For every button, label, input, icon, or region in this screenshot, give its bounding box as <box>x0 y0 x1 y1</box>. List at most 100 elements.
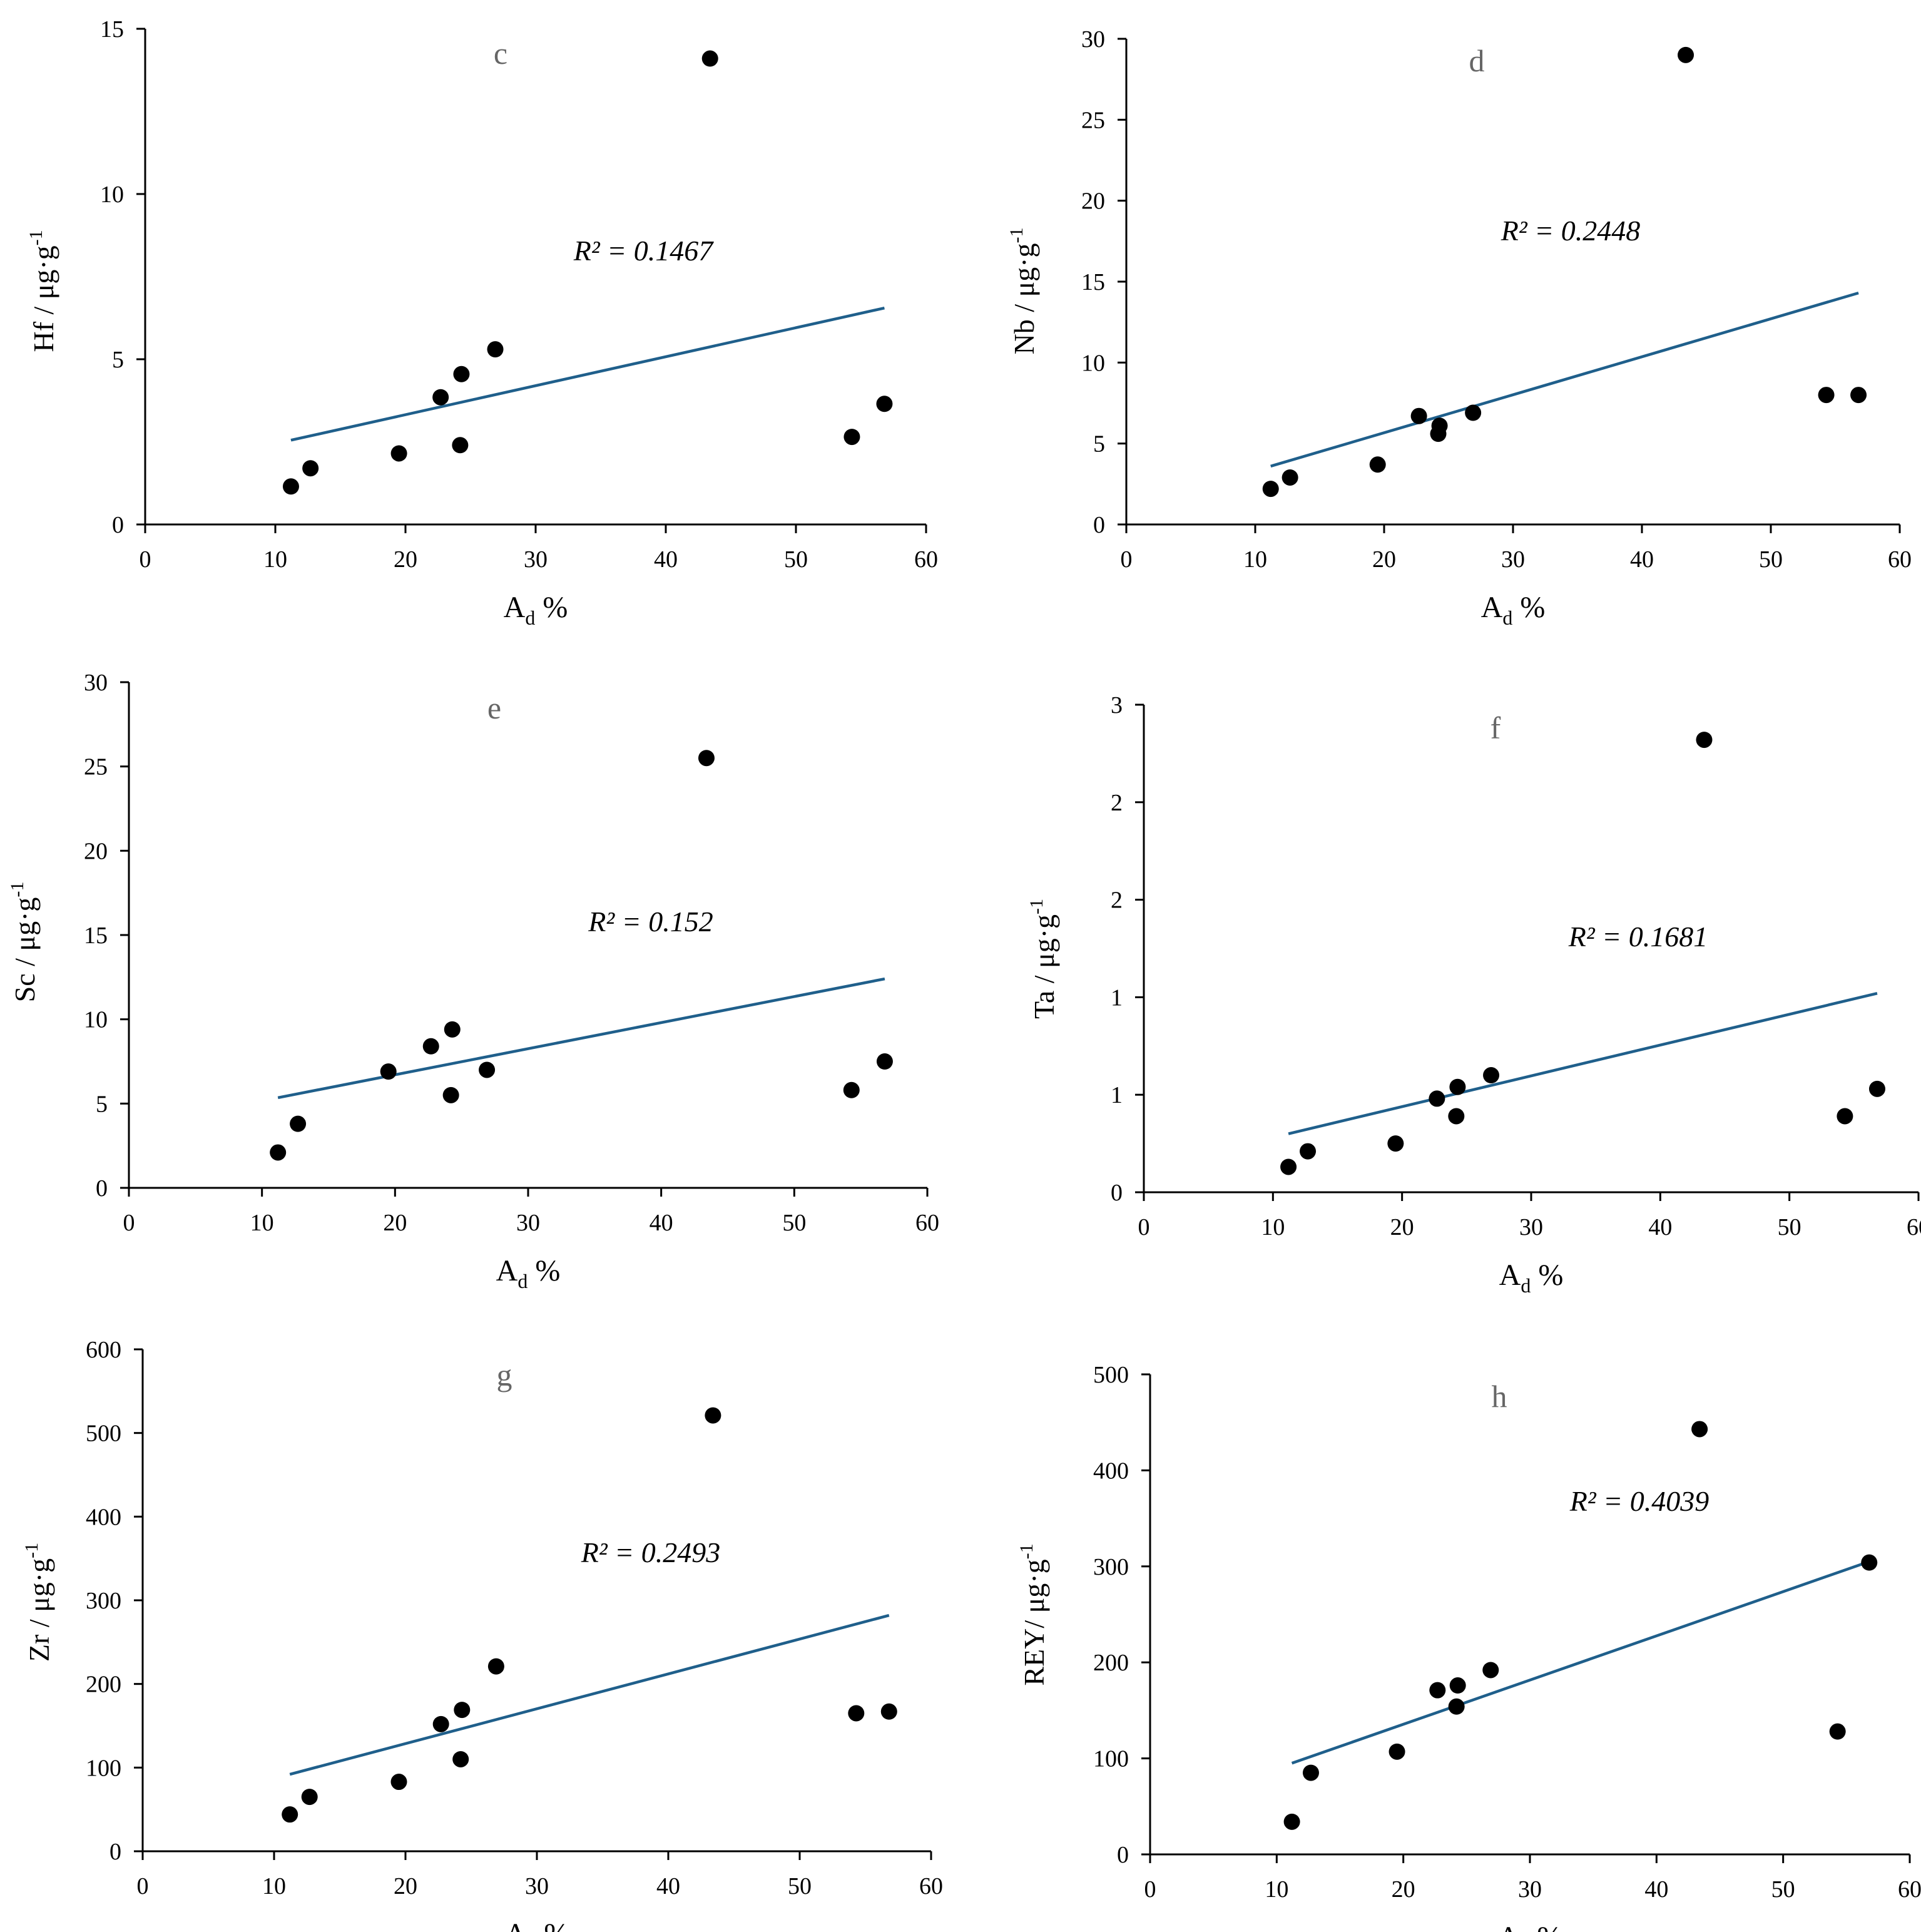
x-axis-label-main: A <box>1498 1921 1520 1932</box>
y-tick-label: 300 <box>86 1588 121 1614</box>
x-axis-label-suffix: % <box>527 1254 560 1287</box>
panel-letter: g <box>497 1357 512 1393</box>
x-tick-label: 60 <box>919 1873 943 1899</box>
data-point <box>1300 1143 1317 1160</box>
y-axis-label-main: Nb / μg·g <box>1008 243 1040 355</box>
y-tick-label: 300 <box>1093 1554 1129 1580</box>
data-point <box>270 1144 287 1161</box>
y-tick-label: 0 <box>1093 512 1105 538</box>
data-point <box>452 1751 469 1767</box>
x-tick-label: 50 <box>788 1873 812 1899</box>
y-tick-label: 3 <box>1111 692 1123 718</box>
y-tick-label: 100 <box>86 1755 121 1781</box>
y-tick-label: 100 <box>1093 1746 1129 1772</box>
y-axis-label-main: Hf / μg·g <box>28 245 59 352</box>
x-tick-label: 50 <box>782 1210 806 1236</box>
x-tick-label: 50 <box>1771 1876 1795 1903</box>
y-tick-label: 0 <box>1117 1842 1129 1868</box>
x-axis-label-suffix: % <box>1531 1259 1563 1292</box>
y-tick-label: 600 <box>86 1337 121 1363</box>
x-tick-label: 0 <box>123 1210 135 1236</box>
x-axis-label: Ad % <box>1481 591 1546 629</box>
x-tick-label: 40 <box>656 1873 680 1899</box>
y-axis-label-superscript: -1 <box>21 1543 42 1558</box>
data-point <box>1429 1682 1446 1699</box>
data-point <box>454 1702 471 1719</box>
x-axis-label-subscript: d <box>525 606 535 629</box>
x-tick-label: 0 <box>140 546 151 573</box>
panel-letter: e <box>487 690 501 725</box>
y-axis-label: Ta / μg·g-1 <box>1026 899 1060 1019</box>
data-point <box>1861 1554 1878 1571</box>
x-tick-label: 10 <box>263 546 287 573</box>
data-point <box>1448 1698 1465 1715</box>
y-tick-label: 30 <box>84 670 108 696</box>
x-tick-label: 60 <box>915 1210 939 1236</box>
y-tick-label: 10 <box>100 181 124 208</box>
y-tick-label: 15 <box>1081 269 1105 295</box>
x-tick-label: 30 <box>516 1210 540 1236</box>
data-point <box>301 1789 318 1806</box>
y-tick-label: 2 <box>1111 887 1123 914</box>
x-tick-label: 0 <box>137 1873 149 1899</box>
panel-letter: d <box>1469 43 1485 78</box>
y-tick-label: 500 <box>1093 1362 1129 1388</box>
data-point <box>444 1021 461 1038</box>
x-tick-label: 40 <box>1630 546 1654 573</box>
data-point <box>487 341 504 358</box>
x-tick-label: 30 <box>1501 546 1525 573</box>
x-tick-label: 20 <box>1372 546 1396 573</box>
data-point <box>1482 1662 1499 1679</box>
data-point <box>432 389 449 406</box>
x-axis-label: Ad % <box>1499 1259 1564 1297</box>
data-point <box>1868 1080 1885 1097</box>
r-squared-label: R² = 0.152 <box>588 906 713 938</box>
r-squared-label: R² = 0.2493 <box>581 1536 720 1568</box>
x-tick-label: 30 <box>524 546 548 573</box>
x-tick-label: 10 <box>1261 1214 1285 1240</box>
data-point <box>701 50 718 67</box>
chart-panel-h: 0 10 20 30 40 50 60 0 100 200 300 400 500 Ad % REY/ μg… <box>1016 1362 1921 1932</box>
y-tick-label: 10 <box>1081 350 1105 376</box>
y-tick-label: 200 <box>1093 1650 1129 1676</box>
r-squared-label: R² = 0.4039 <box>1569 1485 1709 1517</box>
data-point <box>1410 407 1427 424</box>
y-tick-label: 20 <box>1081 188 1105 215</box>
x-tick-label: 50 <box>1759 546 1783 573</box>
data-point <box>880 1703 897 1720</box>
x-axis-label-suffix: % <box>536 1918 569 1932</box>
x-tick-label: 20 <box>394 546 417 573</box>
y-axis-label-superscript: -1 <box>1026 899 1047 914</box>
x-tick-label: 30 <box>1519 1214 1543 1240</box>
y-tick-label: 0 <box>112 512 124 538</box>
x-axis-label-main: A <box>505 1918 527 1932</box>
chart-panel-d: 0 10 20 30 40 50 60 0 5 10 15 20 25 30 Ad % Nb / μg·g-1… <box>1006 26 1912 629</box>
y-axis-label-main: Ta / μg·g <box>1028 914 1060 1019</box>
y-axis-label-superscript: -1 <box>26 230 46 245</box>
x-axis-label-suffix: % <box>535 591 568 624</box>
x-tick-label: 20 <box>1392 1876 1415 1903</box>
y-tick-label: 15 <box>84 923 108 949</box>
r-squared-label: R² = 0.1681 <box>1568 921 1708 953</box>
y-axis-label: Nb / μg·g-1 <box>1006 228 1040 355</box>
x-tick-label: 40 <box>654 546 678 573</box>
data-point <box>1302 1764 1319 1781</box>
x-tick-label: 40 <box>650 1210 673 1236</box>
panel-letter: c <box>494 36 507 71</box>
data-point <box>380 1063 397 1080</box>
data-point <box>479 1061 496 1078</box>
data-point <box>1449 1078 1466 1095</box>
x-axis-label-main: A <box>496 1254 518 1287</box>
data-point <box>1283 1813 1300 1830</box>
x-axis-label: Ad % <box>496 1254 561 1292</box>
chart-panel-g: 01020304050600100200300400500600Ad %Zr /… <box>21 1337 943 1932</box>
data-point <box>1262 481 1279 498</box>
data-point <box>1449 1677 1466 1694</box>
chart-panel-c: 0 10 20 30 40 50 60 0 5 10 15 Ad % Hf / μg·g-1 c R² = … <box>26 16 938 629</box>
data-point <box>432 1715 449 1732</box>
y-tick-label: 400 <box>86 1504 121 1530</box>
y-axis-label-superscript: -1 <box>7 882 28 897</box>
data-point <box>848 1705 865 1722</box>
data-point <box>453 365 470 382</box>
